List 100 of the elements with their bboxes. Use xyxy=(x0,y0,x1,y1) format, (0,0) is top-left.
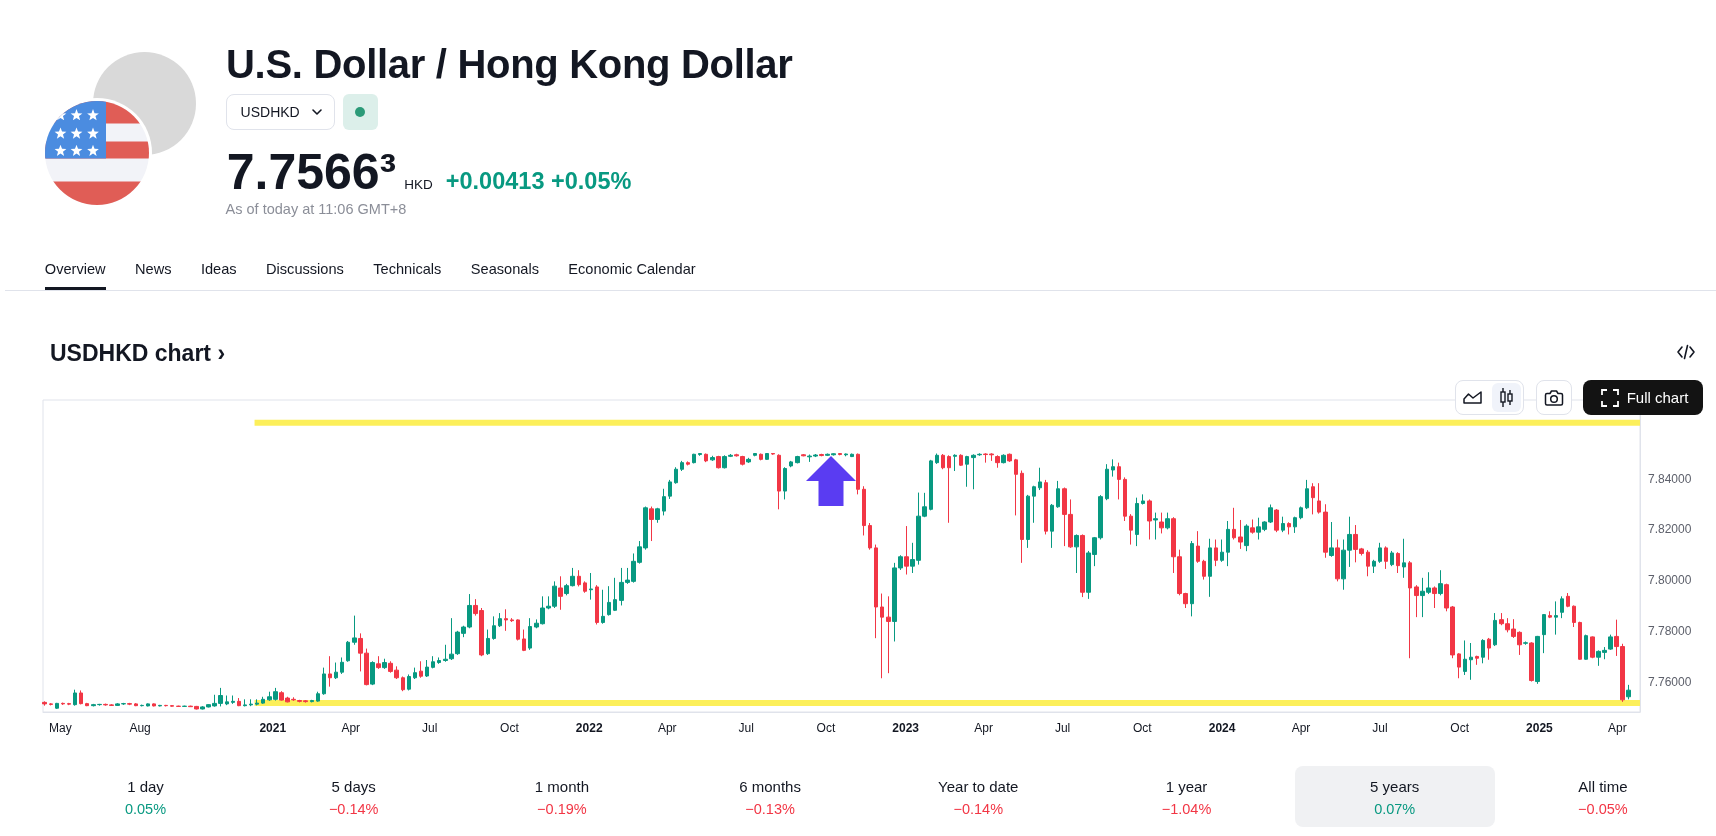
text: −0.19% xyxy=(537,800,587,817)
candlestick xyxy=(134,702,138,707)
y-tick-label: 7.84000 xyxy=(1648,471,1692,486)
x-tick-label: Apr xyxy=(657,721,677,735)
candlestick xyxy=(1608,634,1613,651)
candlestick xyxy=(1196,530,1200,564)
candlestick xyxy=(1074,533,1079,574)
x-tick-label: Jul xyxy=(422,721,438,735)
y-tick-label: 7.76000 xyxy=(1648,674,1692,689)
candlestick xyxy=(1214,539,1218,567)
candlestick xyxy=(941,453,945,470)
y-tick-label: 7.78000 xyxy=(1648,623,1692,638)
candlestick xyxy=(595,584,599,625)
candlestick xyxy=(1535,635,1540,685)
candlestick xyxy=(686,460,690,466)
candlestick xyxy=(322,667,326,696)
candlestick xyxy=(522,629,526,652)
y-tick-label: 7.80000 xyxy=(1648,573,1692,588)
category-label: 5 days xyxy=(331,777,376,796)
candlestick xyxy=(862,485,866,536)
candlestick xyxy=(1584,634,1588,661)
text: −0.13% xyxy=(745,800,795,817)
candlestick xyxy=(419,660,423,679)
candlestick xyxy=(868,522,872,551)
candlestick xyxy=(1190,540,1194,617)
x-tick-label: Oct xyxy=(1133,721,1153,735)
candlestick xyxy=(953,453,957,472)
candlestick xyxy=(1250,518,1255,535)
candlestick xyxy=(79,689,83,705)
candlestick xyxy=(655,507,660,524)
text: U.S. Dollar / Hong Kong Dollar xyxy=(226,41,793,86)
candlestick xyxy=(237,697,241,707)
candlestick xyxy=(1475,655,1479,666)
candlestick xyxy=(127,702,132,706)
candlestick xyxy=(1238,519,1243,550)
x-tick-label: Apr xyxy=(974,721,994,735)
candlestick xyxy=(783,466,787,500)
candlestick xyxy=(959,453,963,467)
text: 0.07% xyxy=(1374,800,1416,817)
x-tick-label: Apr xyxy=(1291,721,1311,735)
candlestick xyxy=(1020,470,1024,564)
candlestick xyxy=(334,662,338,680)
candlestick xyxy=(1481,638,1485,664)
candlestick xyxy=(170,704,174,708)
category-label: 6 months xyxy=(739,777,801,796)
candlestick xyxy=(765,452,769,461)
candlestick xyxy=(1123,476,1127,522)
candlestick xyxy=(498,612,502,628)
candlestick xyxy=(49,702,53,706)
candlestick xyxy=(601,589,605,625)
category-label: Ideas xyxy=(200,259,237,279)
candlestick xyxy=(407,673,411,691)
candlestick xyxy=(649,506,654,542)
candlestick xyxy=(73,689,77,707)
y-tick-label: 7.82000 xyxy=(1648,522,1692,537)
candlestick xyxy=(789,460,793,468)
candlestick xyxy=(856,453,860,495)
candlestick xyxy=(1220,539,1224,563)
candlestick xyxy=(425,659,429,678)
candlestick xyxy=(1287,521,1291,535)
candlestick xyxy=(777,453,781,510)
candlestick xyxy=(558,575,563,611)
candlestick xyxy=(85,702,89,707)
category-label: All time xyxy=(1578,777,1628,796)
annotation: Full chart xyxy=(1626,388,1689,407)
x-tick-label: Jul xyxy=(1054,721,1071,735)
candlestick xyxy=(1281,516,1285,533)
candlestick xyxy=(1329,521,1334,558)
candlestick xyxy=(382,658,387,670)
candlestick xyxy=(328,655,332,688)
text: −0.05% xyxy=(1578,800,1628,817)
candlestick xyxy=(1414,584,1419,618)
candlestick xyxy=(838,452,842,456)
candlestick xyxy=(668,479,672,500)
candlestick xyxy=(152,702,156,707)
candlestick xyxy=(1463,639,1467,676)
x-tick-label: Jul xyxy=(1372,721,1388,735)
symbol-dropdown: USDHKD xyxy=(225,93,335,131)
x-tick-label: Apr xyxy=(341,721,361,735)
candlestick xyxy=(1244,523,1249,552)
candlestick xyxy=(146,702,150,707)
candlestick xyxy=(850,453,854,458)
candlestick xyxy=(801,453,806,457)
candlestick xyxy=(1323,503,1328,559)
candlestick xyxy=(577,569,581,587)
candlestick xyxy=(1311,482,1315,515)
candlestick xyxy=(449,617,454,661)
candlestick xyxy=(486,629,490,656)
x-tick-label: Oct xyxy=(816,721,836,735)
candlestick xyxy=(1305,479,1309,510)
candlestick xyxy=(376,655,381,670)
text: +0.00413 +0.05% xyxy=(445,167,632,194)
candlestick xyxy=(589,572,593,601)
candlestick xyxy=(1384,545,1388,570)
candlestick xyxy=(746,457,751,464)
candlestick xyxy=(740,455,745,466)
candlestick xyxy=(759,453,763,461)
candlestick xyxy=(413,667,417,680)
candlestick xyxy=(1626,684,1631,700)
candlestick xyxy=(1232,507,1236,541)
